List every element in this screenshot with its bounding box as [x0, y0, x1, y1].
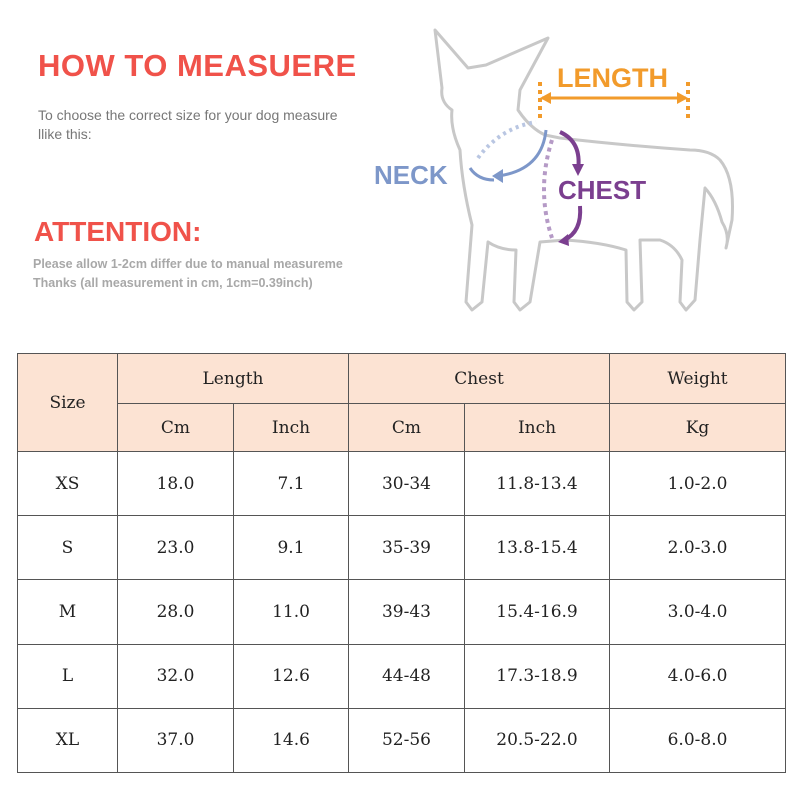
- length-cm-cell: 18.0: [117, 450, 234, 517]
- chest-inch-cell: 15.4-16.9: [463, 579, 611, 645]
- chest-cm-cell: 52-56: [348, 707, 465, 774]
- length-label: LENGTH: [557, 63, 668, 93]
- attention-note-line-1: Please allow 1-2cm differ due to manual …: [33, 257, 343, 271]
- length-inch-header: Inch: [233, 403, 349, 452]
- length-inch-cell: 7.1: [233, 450, 349, 517]
- chest-inch-cell: 11.8-13.4: [463, 450, 611, 517]
- chest-inch-cell: 20.5-22.0: [463, 707, 611, 774]
- attention-heading: ATTENTION:: [34, 216, 202, 247]
- chest-cm-cell: 39-43: [348, 579, 465, 645]
- weight-cell: 4.0-6.0: [609, 643, 787, 709]
- weight-header: Weight: [609, 353, 787, 404]
- length-header: Length: [117, 353, 349, 404]
- length-cm-cell: 37.0: [117, 707, 234, 774]
- size-cell: XL: [17, 707, 118, 774]
- size-header: Size: [17, 353, 118, 452]
- chest-cm-header: Cm: [348, 403, 465, 452]
- page-title: HOW TO MEASUERE: [38, 48, 357, 83]
- size-cell: L: [17, 643, 118, 709]
- size-cell: S: [17, 515, 118, 581]
- length-arrow-right-icon: [677, 92, 688, 104]
- length-cm-header: Cm: [117, 403, 234, 452]
- chest-arrow-bottom-icon: [563, 205, 583, 242]
- weight-cell: 3.0-4.0: [609, 579, 787, 645]
- length-inch-cell: 11.0: [233, 579, 349, 645]
- chest-cm-cell: 30-34: [348, 450, 465, 517]
- weight-cell: 2.0-3.0: [609, 515, 787, 581]
- dog-measurement-diagram: LENGTH NECK CHEST: [374, 28, 734, 312]
- table-row: M 28.0 11.0 39-43 15.4-16.9 3.0-4.0: [17, 579, 787, 645]
- length-inch-cell: 9.1: [233, 515, 349, 581]
- table-row: S 23.0 9.1 35-39 13.8-15.4 2.0-3.0: [17, 515, 787, 581]
- weight-cell: 6.0-8.0: [609, 707, 787, 774]
- instructions-text: To choose the correct size for your dog …: [38, 107, 338, 142]
- chest-cm-cell: 35-39: [348, 515, 465, 581]
- chest-inch-cell: 13.8-15.4: [463, 515, 611, 581]
- weight-kg-header: Kg: [609, 403, 787, 452]
- chest-dotted-line: [542, 139, 554, 239]
- size-cell: M: [17, 579, 118, 645]
- size-cell: XS: [17, 450, 118, 517]
- dog-outline-icon: [433, 28, 734, 312]
- attention-note-line-2: Thanks (all measurement in cm, 1cm=0.39i…: [33, 276, 313, 290]
- size-chart-table: Size Length Chest Weight Cm Inch Cm Inch…: [17, 353, 787, 774]
- neck-arrow-icon: [497, 129, 548, 178]
- chest-label: CHEST: [558, 175, 646, 205]
- length-cm-cell: 28.0: [117, 579, 234, 645]
- length-cm-cell: 23.0: [117, 515, 234, 581]
- length-cm-cell: 32.0: [117, 643, 234, 709]
- weight-cell: 1.0-2.0: [609, 450, 787, 517]
- length-inch-cell: 14.6: [233, 707, 349, 774]
- chest-inch-cell: 17.3-18.9: [463, 643, 611, 709]
- neck-label: NECK: [374, 160, 448, 190]
- chest-cm-cell: 44-48: [348, 643, 465, 709]
- chest-header: Chest: [347, 353, 611, 404]
- length-arrow-left-icon: [540, 92, 551, 104]
- table-row: XL 37.0 14.6 52-56 20.5-22.0 6.0-8.0: [17, 707, 787, 774]
- table-row: L 32.0 12.6 44-48 17.3-18.9 4.0-6.0: [17, 643, 787, 709]
- neck-dotted-line: [476, 120, 537, 160]
- length-inch-cell: 12.6: [233, 643, 349, 709]
- table-row: XS 18.0 7.1 30-34 11.8-13.4 1.0-2.0: [17, 450, 787, 517]
- chest-inch-header: Inch: [463, 403, 611, 452]
